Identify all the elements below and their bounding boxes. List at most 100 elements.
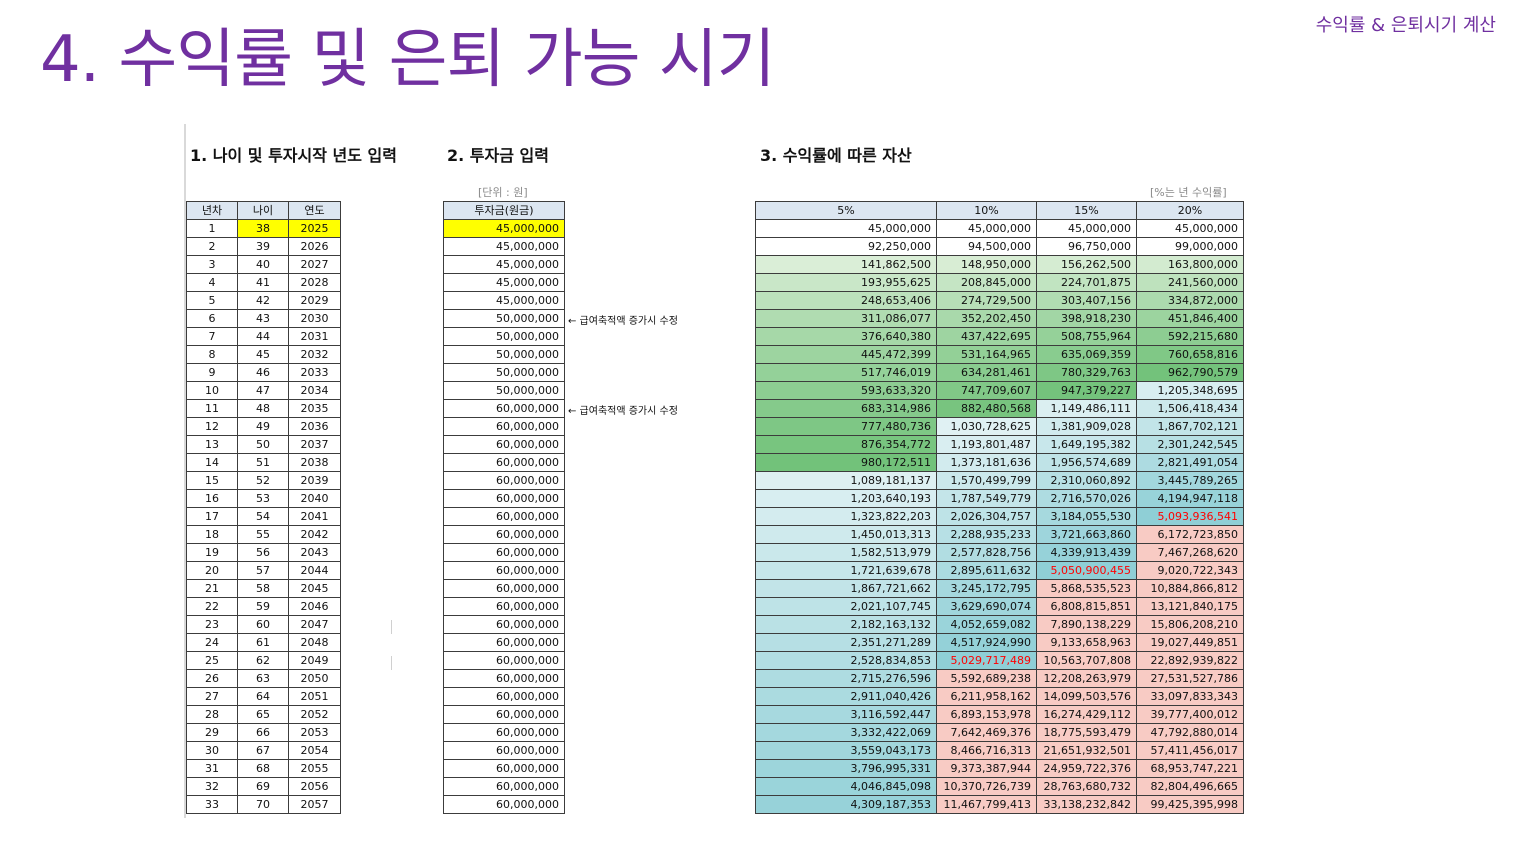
year-index-cell: 4 — [186, 273, 238, 292]
table-row: 2,528,834,853 5,029,717,489 10,563,707,808… — [755, 651, 1244, 670]
table-row: 517,746,019 634,281,461 780,329,763 962,790… — [755, 363, 1244, 382]
age-cell[interactable]: 38 — [237, 219, 289, 238]
rate-20-cell: 27,531,527,786 — [1136, 669, 1244, 688]
year-index-cell: 20 — [186, 561, 238, 580]
rate-5-cell: 1,203,640,193 — [755, 489, 937, 508]
rate-15-cell: 303,407,156 — [1036, 291, 1137, 310]
rate-10-cell: 1,787,549,779 — [936, 489, 1037, 508]
rate-20-cell: 39,777,400,012 — [1136, 705, 1244, 724]
rate-10-cell: 882,480,568 — [936, 399, 1037, 418]
rate-15-cell: 6,808,815,851 — [1036, 597, 1137, 616]
year-index-cell: 22 — [186, 597, 238, 616]
investment-cell: 50,000,000 — [443, 309, 565, 328]
rate-note: [%는 년 수익률] — [1150, 186, 1227, 199]
table-row: 3 40 2027 — [186, 255, 341, 274]
rate-15-cell: 96,750,000 — [1036, 237, 1137, 256]
year-index-cell: 7 — [186, 327, 238, 346]
rate-5-cell: 777,480,736 — [755, 417, 937, 436]
table-row: 45,000,000 — [443, 237, 565, 256]
age-cell: 57 — [237, 561, 289, 580]
rate-15-cell: 2,310,060,892 — [1036, 471, 1137, 490]
age-cell: 68 — [237, 759, 289, 778]
investment-cell: 60,000,000 — [443, 597, 565, 616]
rate-10-cell: 45,000,000 — [936, 219, 1037, 238]
rate-15-cell: 3,721,663,860 — [1036, 525, 1137, 544]
table-row: 32 69 2056 — [186, 777, 341, 796]
rate-20-cell: 13,121,840,175 — [1136, 597, 1244, 616]
investment-cell: 45,000,000 — [443, 273, 565, 292]
rate-10-cell: 2,577,828,756 — [936, 543, 1037, 562]
table-row: 50,000,000 — [443, 381, 565, 400]
year-cell: 2051 — [288, 687, 341, 706]
rate-5-cell: 683,314,986 — [755, 399, 937, 418]
rate-5-cell: 4,046,845,098 — [755, 777, 937, 796]
year-index-cell: 2 — [186, 237, 238, 256]
rate-20-cell: 451,846,400 — [1136, 309, 1244, 328]
age-cell: 51 — [237, 453, 289, 472]
table-row: 876,354,772 1,193,801,487 1,649,195,382 2,3… — [755, 435, 1244, 454]
table-row: 45,000,000 45,000,000 45,000,000 45,000,000 — [755, 219, 1244, 238]
rate-15-cell: 156,262,500 — [1036, 255, 1137, 274]
age-cell: 64 — [237, 687, 289, 706]
rate-5-cell: 593,633,320 — [755, 381, 937, 400]
year-cell: 2044 — [288, 561, 341, 580]
table-row: 60,000,000 — [443, 489, 565, 508]
age-cell: 44 — [237, 327, 289, 346]
investment-cell[interactable]: 45,000,000 — [443, 219, 565, 238]
table-row: 4 41 2028 — [186, 273, 341, 292]
table-row: 2,021,107,745 3,629,690,074 6,808,815,851 1… — [755, 597, 1244, 616]
rate-15-cell: 1,649,195,382 — [1036, 435, 1137, 454]
investment-cell: 60,000,000 — [443, 579, 565, 598]
rate-20-cell: 15,806,208,210 — [1136, 615, 1244, 634]
rate-10-cell: 437,422,695 — [936, 327, 1037, 346]
table-row: 60,000,000 — [443, 705, 565, 724]
rate-20-cell: 3,445,789,265 — [1136, 471, 1244, 490]
rate-10-cell: 6,211,958,162 — [936, 687, 1037, 706]
investment-cell: 60,000,000 — [443, 795, 565, 814]
rate-15-cell: 398,918,230 — [1036, 309, 1137, 328]
table-row: 60,000,000 — [443, 507, 565, 526]
year-index-cell: 10 — [186, 381, 238, 400]
rate-10-cell: 2,026,304,757 — [936, 507, 1037, 526]
section-title-age-year: 1. 나이 및 투자시작 년도 입력 — [190, 146, 397, 165]
rate-20-cell: 19,027,449,851 — [1136, 633, 1244, 652]
rate-10-cell: 274,729,500 — [936, 291, 1037, 310]
year-cell: 2043 — [288, 543, 341, 562]
table-row: 2 39 2026 — [186, 237, 341, 256]
investment-cell: 45,000,000 — [443, 291, 565, 310]
table-row: 593,633,320 747,709,607 947,379,227 1,205,3… — [755, 381, 1244, 400]
table-row: 31 68 2055 — [186, 759, 341, 778]
rate-5-cell: 445,472,399 — [755, 345, 937, 364]
rate-5-cell: 4,309,187,353 — [755, 795, 937, 814]
investment-cell: 60,000,000 — [443, 399, 565, 418]
rate-20-cell: 163,800,000 — [1136, 255, 1244, 274]
rate-5-cell: 2,351,271,289 — [755, 633, 937, 652]
year-index-cell: 14 — [186, 453, 238, 472]
table-row: 60,000,000 — [443, 759, 565, 778]
table-row: 1,450,013,313 2,288,935,233 3,721,663,860 6… — [755, 525, 1244, 544]
year-index-cell: 11 — [186, 399, 238, 418]
investment-cell: 60,000,000 — [443, 417, 565, 436]
year-cell: 2029 — [288, 291, 341, 310]
rate-5-cell: 1,867,721,662 — [755, 579, 937, 598]
rate-15-cell: 14,099,503,576 — [1036, 687, 1137, 706]
gridline-fragment — [391, 620, 392, 634]
year-cell: 2057 — [288, 795, 341, 814]
rate-20-cell: 33,097,833,343 — [1136, 687, 1244, 706]
table-row: 5 42 2029 — [186, 291, 341, 310]
rate-10-cell: 1,373,181,636 — [936, 453, 1037, 472]
table-row: 60,000,000 — [443, 435, 565, 454]
header-rate-10: 10% — [936, 201, 1037, 220]
table-row: 1,867,721,662 3,245,172,795 5,868,535,523 1… — [755, 579, 1244, 598]
rate-15-cell: 5,050,900,455 — [1036, 561, 1137, 580]
table-row: 10 47 2034 — [186, 381, 341, 400]
rate-20-cell: 68,953,747,221 — [1136, 759, 1244, 778]
table-row: 16 53 2040 — [186, 489, 341, 508]
year-cell: 2026 — [288, 237, 341, 256]
table-row: 1 38 2025 — [186, 219, 341, 238]
rate-5-cell: 376,640,380 — [755, 327, 937, 346]
year-cell[interactable]: 2025 — [288, 219, 341, 238]
rate-15-cell: 28,763,680,732 — [1036, 777, 1137, 796]
header-year: 연도 — [288, 201, 341, 220]
year-index-cell: 13 — [186, 435, 238, 454]
